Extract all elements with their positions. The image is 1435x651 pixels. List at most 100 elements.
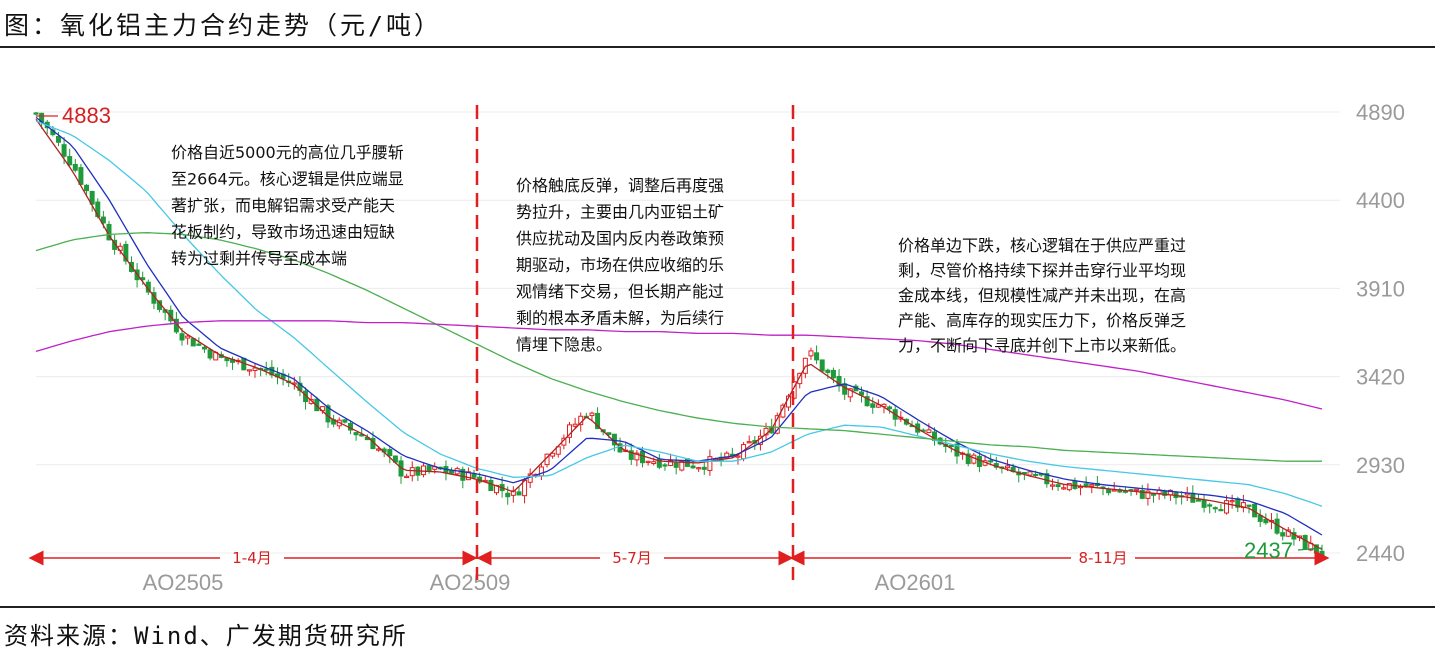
candle-body — [696, 467, 702, 470]
candle-body — [409, 467, 415, 477]
annotation-line: 价格触底反弹，调整后再度强 — [516, 176, 724, 195]
candle-body — [1195, 499, 1201, 502]
candle-body — [449, 470, 455, 474]
candle-body — [1207, 504, 1213, 507]
candle-body — [505, 492, 511, 498]
annotation-line: 转为过剩并传导至成本端 — [171, 249, 347, 268]
extreme-labels: 4883 2437 — [36, 103, 1323, 563]
candle-body — [488, 479, 494, 492]
candle-body — [634, 452, 640, 461]
source-rule — [0, 606, 1435, 608]
high-label: 4883 — [62, 103, 111, 128]
candle-body — [926, 429, 932, 434]
candle-body — [78, 167, 84, 185]
candle-body — [572, 423, 578, 427]
low-marker — [1297, 547, 1323, 551]
candle-body — [123, 243, 129, 262]
candle-body — [84, 184, 90, 192]
candle-body — [651, 461, 657, 465]
candle-body — [1061, 487, 1067, 490]
y-tick-label: 4400 — [1356, 188, 1405, 213]
candle-body — [1263, 518, 1269, 524]
candle-body — [870, 403, 876, 408]
annotation-line: 价格自近5000元的高位几乎腰斩 — [171, 143, 404, 162]
annotation-line: 供应扰动及国内反内卷政策预 — [516, 229, 724, 248]
candle-body — [426, 465, 432, 472]
candle-body — [701, 466, 707, 470]
candle-body — [246, 369, 252, 372]
candle-body — [67, 156, 73, 166]
low-label: 2437 — [1244, 538, 1293, 563]
candle-body — [639, 450, 645, 464]
candle-body — [662, 464, 668, 467]
candle-body — [887, 406, 893, 410]
candle-body — [516, 491, 522, 496]
annotation-text: 价格自近5000元的高位几乎腰斩至2664元。核心逻辑是供应端显著扩张，而电解铝… — [171, 143, 404, 268]
annotation-line: 剩，尽管价格持续下探并击穿行业平均现 — [898, 261, 1186, 280]
candle-body — [1139, 490, 1145, 499]
chart-title: 图：氧化铝主力合约走势（元/吨） — [4, 11, 443, 40]
candle-body — [628, 450, 634, 460]
candle-body — [1055, 484, 1061, 488]
candle-body — [875, 404, 881, 408]
candle-body — [550, 452, 556, 457]
candle-body — [819, 359, 825, 372]
ma-line-2 — [35, 116, 1323, 536]
y-tick-label: 2930 — [1356, 453, 1405, 478]
annotations: 价格自近5000元的高位几乎腰斩至2664元。核心逻辑是供应端显著扩张，而电解铝… — [171, 143, 1186, 355]
candle-body — [404, 475, 410, 479]
candle-body — [595, 412, 601, 430]
candle-body — [1285, 529, 1291, 537]
candle-body — [100, 216, 106, 224]
x-tick-label: AO2509 — [430, 570, 511, 595]
x-tick-label: AO2505 — [143, 570, 224, 595]
candle-body — [55, 135, 61, 143]
annotation-line: 至2664元。核心逻辑是供应端显 — [171, 170, 404, 189]
candle-body — [988, 460, 994, 463]
candle-body — [263, 368, 269, 371]
candle-body — [33, 112, 39, 115]
candle-body — [948, 444, 954, 448]
candle-body — [460, 468, 466, 481]
candle-body — [836, 375, 842, 387]
y-tick-label: 4890 — [1356, 100, 1405, 125]
candle-body — [1246, 504, 1252, 507]
candle-body — [965, 453, 971, 465]
annotation-line: 情埋下隐患。 — [516, 335, 612, 354]
candle-body — [252, 367, 258, 371]
candle-body — [201, 346, 207, 350]
candle-body — [179, 333, 185, 341]
x-axis: AO2505 AO2509 AO2601 — [143, 570, 956, 595]
candle-body — [185, 335, 191, 339]
source-note: 资料来源：Wind、广发期货研究所 — [4, 622, 408, 650]
candle-body — [724, 452, 730, 459]
annotation-line: 花板制约，导致市场迅速由短缺 — [171, 223, 395, 242]
candle-body — [1049, 484, 1055, 487]
candle-body — [1033, 473, 1039, 477]
annotation-line: 观情绪下交易，但长期产能过 — [516, 282, 724, 301]
annotation-line: 著扩张，而电解铝需求受产能天 — [171, 196, 395, 215]
annotation-line: 剩的根本矛盾未解，为后续行 — [516, 309, 724, 328]
candle-body — [308, 398, 314, 404]
candle-body — [566, 424, 572, 438]
candle-body — [72, 163, 78, 171]
annotation-line: 产能、高库存的现实压力下，价格反弹乏 — [898, 311, 1186, 330]
candle-body — [830, 369, 836, 379]
candle-body — [774, 415, 780, 434]
candle-body — [971, 454, 977, 464]
candle-body — [1218, 509, 1224, 512]
candle-body — [707, 456, 713, 471]
annotation-text: 价格触底反弹，调整后再度强势拉升，主要由几内亚铝土矿供应扰动及国内反内卷政策预期… — [516, 176, 724, 354]
annotation-line: 势拉升，主要由几内亚铝土矿 — [516, 203, 724, 222]
annotation-line: 力，不断向下寻底并创下上市以来新低。 — [898, 336, 1186, 355]
y-tick-label: 2440 — [1356, 541, 1405, 566]
candle-body — [842, 383, 848, 395]
candle-body — [1044, 473, 1050, 485]
candle-body — [864, 396, 870, 407]
candle-body — [1145, 490, 1151, 499]
ma-line-5 — [35, 320, 1323, 410]
candle-body — [1280, 532, 1286, 537]
candle-body — [589, 412, 595, 417]
candle-body — [387, 449, 393, 457]
candle-body — [1066, 483, 1072, 491]
